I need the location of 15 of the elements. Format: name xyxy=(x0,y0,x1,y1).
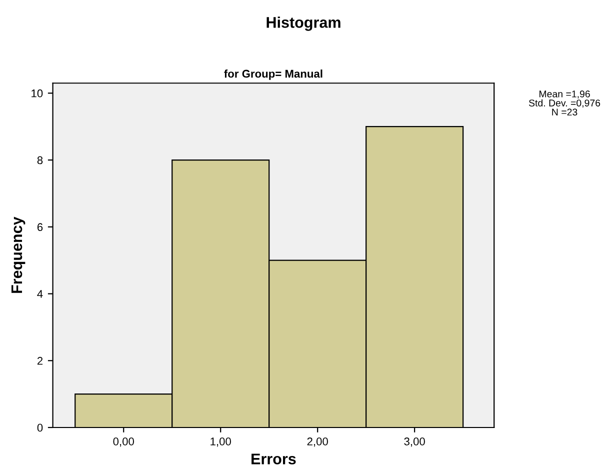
y-tick-label: 0 xyxy=(37,424,43,432)
y-tick-label: 6 xyxy=(37,223,43,232)
x-tick-label: 1,00 xyxy=(210,438,231,447)
chart-title: Histogram xyxy=(266,16,340,31)
y-tick-label: 4 xyxy=(37,290,43,298)
text: Mean =1,96 Std. Dev. =0,976 N =23 xyxy=(528,90,600,116)
x-tick-label: 3,00 xyxy=(404,438,425,447)
x-tick-label: 2,00 xyxy=(307,438,328,447)
y-tick-label: 10 xyxy=(32,89,43,98)
chart-subtitle: for Group= Manual xyxy=(224,70,322,80)
y-tick-label: 2 xyxy=(37,356,43,365)
x-tick-label: 0,00 xyxy=(113,438,134,447)
y-tick-label: 8 xyxy=(37,156,43,164)
y-axis-title: Frequency xyxy=(11,216,26,293)
x-axis-title: Errors xyxy=(252,454,296,464)
